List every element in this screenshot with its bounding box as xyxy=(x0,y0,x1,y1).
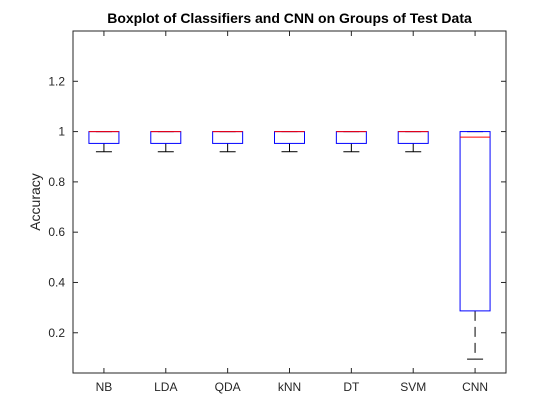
plot-area: 0.2 0.4 0.6 0.8 1 1.2 NB LDA QDA kNN DT SVM CNN xyxy=(48,30,507,394)
axes-frame xyxy=(72,30,507,374)
box-nb xyxy=(88,131,120,144)
chart-title: Boxplot of Classifiers and CNN on Groups… xyxy=(107,10,472,26)
x-tick-label: DT xyxy=(343,380,360,394)
x-tick-label: SVM xyxy=(400,380,426,394)
y-tick-label: 0.4 xyxy=(48,275,65,289)
box-svm xyxy=(397,131,429,144)
x-tick-label: QDA xyxy=(215,380,241,394)
y-tick-label: 0.2 xyxy=(48,326,65,340)
box-qda xyxy=(212,131,244,144)
y-axis-label: Accuracy xyxy=(27,173,43,231)
x-tick-label: kNN xyxy=(278,380,301,394)
x-tick-label: NB xyxy=(96,380,113,394)
x-tick-label: CNN xyxy=(462,380,488,394)
box-cnn xyxy=(459,131,491,312)
box-lda xyxy=(150,131,182,144)
y-tick-label: 1 xyxy=(58,125,65,139)
y-tick-label: 0.8 xyxy=(48,175,65,189)
y-tick-label: 1.2 xyxy=(48,74,65,88)
box-knn xyxy=(274,131,305,144)
x-tick-label: LDA xyxy=(154,380,177,394)
box-dt xyxy=(335,131,367,144)
y-tick-label: 0.6 xyxy=(48,225,65,239)
